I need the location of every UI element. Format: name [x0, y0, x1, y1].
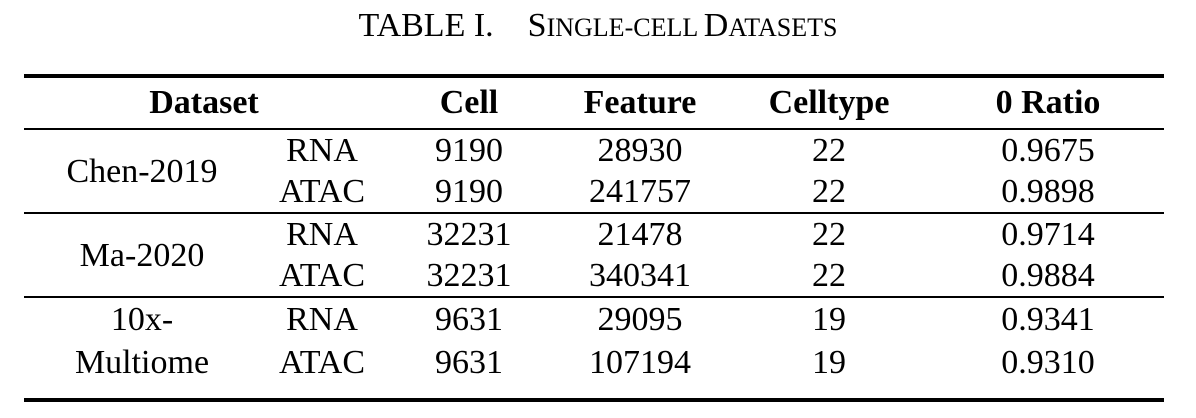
zero-ratio: 0.9714 — [1001, 216, 1095, 253]
feature-count: 241757 — [554, 171, 726, 214]
table-row: ATAC 32231 340341 22 0.9884 — [24, 255, 1164, 298]
feature-count: 21478 — [597, 216, 683, 253]
table-title: SINGLE-CELL DATASETS — [528, 7, 838, 44]
cell-count: 32231 — [426, 216, 512, 253]
modality-cell: RNA — [286, 301, 358, 338]
zero-ratio: 0.9310 — [1001, 344, 1095, 381]
table-row: Ma-2020 RNA 32231 21478 22 0.9714 — [24, 213, 1164, 298]
zero-ratio: 0.9884 — [932, 255, 1164, 298]
dataset-name: Ma-2020 — [24, 213, 260, 298]
bottom-rule — [24, 398, 1164, 402]
table-number: TABLE I. — [358, 7, 494, 44]
modality-cell: ATAC — [260, 171, 384, 214]
table-title-rest-1: INGLE-CELL — [546, 13, 704, 42]
top-rule — [24, 74, 1164, 78]
celltype-count: 19 — [812, 301, 846, 338]
dataset-name: Chen-2019 — [24, 129, 260, 214]
cell-count: 32231 — [384, 255, 554, 298]
celltype-count: 22 — [812, 132, 846, 169]
celltype-count: 22 — [726, 255, 932, 298]
table-row: ATAC 9631 107194 19 0.9310 — [24, 341, 1164, 384]
zero-ratio: 0.9341 — [1001, 301, 1095, 338]
cell-count: 9190 — [435, 132, 503, 169]
modality-cell: ATAC — [260, 255, 384, 298]
modality-cell: ATAC — [278, 344, 366, 381]
zero-ratio: 0.9898 — [932, 171, 1164, 214]
modality-cell: RNA — [286, 132, 358, 169]
feature-count: 29095 — [597, 301, 683, 338]
celltype-count: 22 — [726, 171, 932, 214]
feature-count: 107194 — [589, 344, 691, 381]
feature-count: 28930 — [597, 132, 683, 169]
table-caption: TABLE I. SINGLE-CELL DATASETS — [0, 4, 1196, 50]
cell-count: 9631 — [435, 301, 503, 338]
dataset-name: 10x-Multiome — [74, 301, 210, 381]
dataset-name-cell: 10x-Multiome — [24, 297, 260, 384]
table-title-rest-2: ATASETS — [728, 13, 838, 42]
celltype-count: 22 — [812, 216, 846, 253]
header-celltype: Celltype — [726, 78, 932, 130]
modality-cell: RNA — [286, 216, 358, 253]
table-row: Chen-2019 RNA 9190 28930 22 0.9675 — [24, 129, 1164, 214]
datasets-table: Dataset Cell Feature Celltype 0 Ratio Ch… — [24, 78, 1164, 384]
zero-ratio: 0.9675 — [1001, 132, 1095, 169]
table-title-initial-1: S — [527, 7, 547, 44]
table-title-initial-2: D — [703, 7, 729, 44]
header-dataset: Dataset — [24, 78, 384, 130]
header-feature: Feature — [554, 78, 726, 130]
table-row: ATAC 9190 241757 22 0.9898 — [24, 171, 1164, 214]
cell-count: 9631 — [435, 344, 503, 381]
header-cell: Cell — [384, 78, 554, 130]
header-zero-ratio: 0 Ratio — [932, 78, 1164, 130]
celltype-count: 19 — [812, 344, 846, 381]
table-row: 10x-Multiome RNA 9631 29095 19 0.9341 — [24, 297, 1164, 381]
feature-count: 340341 — [554, 255, 726, 298]
cell-count: 9190 — [384, 171, 554, 214]
table-header-row: Dataset Cell Feature Celltype 0 Ratio — [24, 78, 1164, 130]
